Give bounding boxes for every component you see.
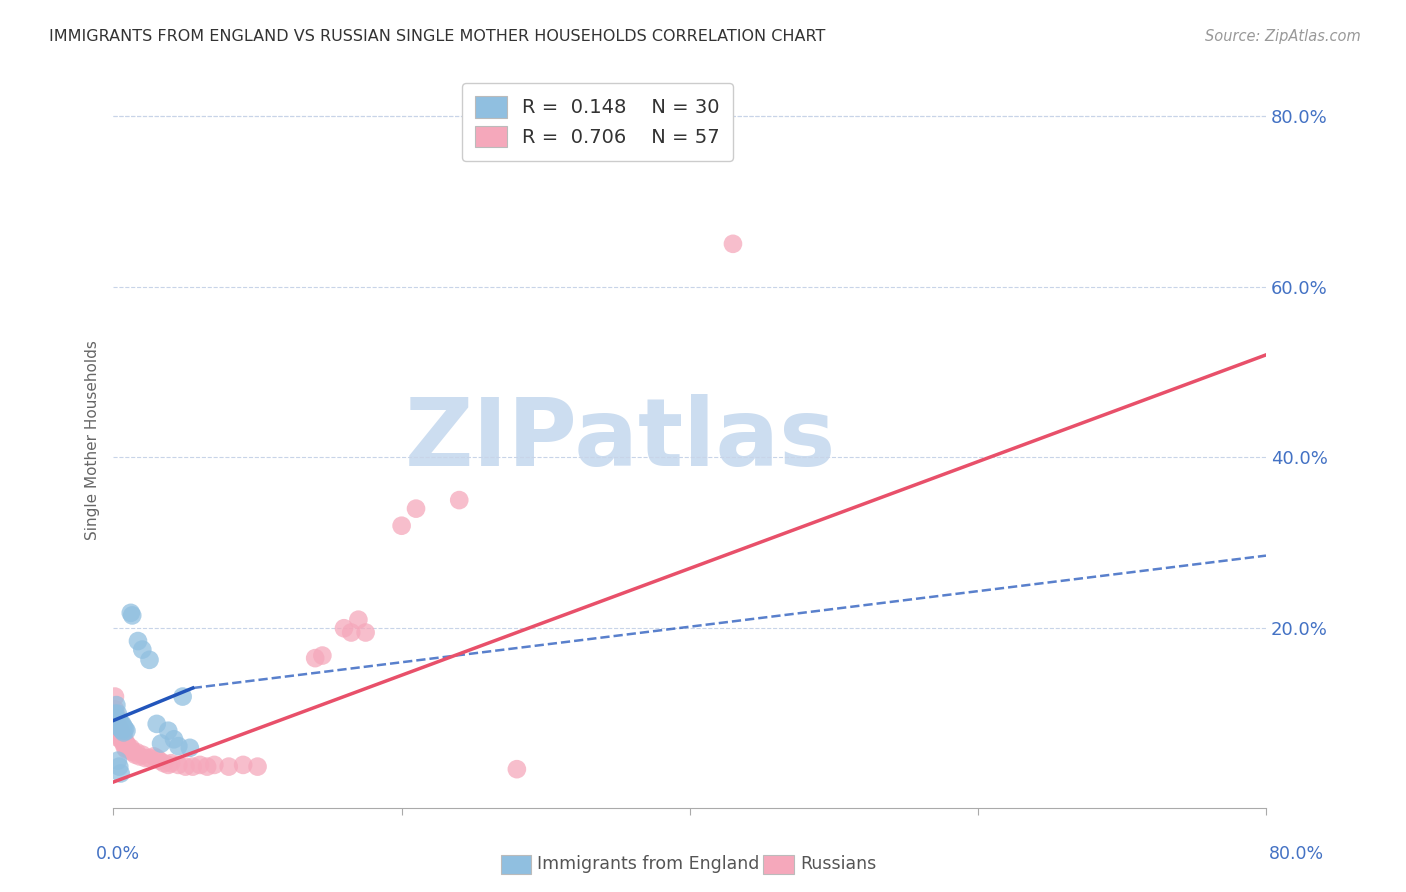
Point <box>115 742 138 756</box>
Point <box>105 711 128 725</box>
Point <box>108 759 131 773</box>
Point <box>120 740 142 755</box>
Point <box>108 714 131 728</box>
Point <box>179 740 201 755</box>
Point <box>163 732 186 747</box>
Point <box>304 651 326 665</box>
Point <box>108 719 131 733</box>
Point <box>145 717 167 731</box>
Point <box>128 749 150 764</box>
Point <box>104 690 127 704</box>
Text: 0.0%: 0.0% <box>96 845 139 863</box>
Point <box>506 762 529 776</box>
Point <box>125 745 148 759</box>
Point <box>108 719 131 733</box>
Point <box>138 751 160 765</box>
Point <box>110 723 132 738</box>
Point <box>149 754 172 768</box>
Point <box>110 731 132 745</box>
Point <box>117 739 139 753</box>
Point <box>157 723 180 738</box>
Y-axis label: Single Mother Households: Single Mother Households <box>86 341 100 541</box>
Point <box>108 725 131 739</box>
Point <box>111 728 134 742</box>
Point <box>111 734 134 748</box>
Point <box>153 756 176 771</box>
Point <box>115 737 138 751</box>
Point <box>105 714 128 728</box>
Point <box>107 731 129 745</box>
Point <box>112 737 135 751</box>
Point <box>111 723 134 738</box>
Point <box>107 725 129 739</box>
Point <box>114 734 136 748</box>
Point <box>121 608 143 623</box>
Point <box>160 756 183 771</box>
Point <box>122 745 145 759</box>
Legend: R =  0.148    N = 30, R =  0.706    N = 57: R = 0.148 N = 30, R = 0.706 N = 57 <box>461 83 734 161</box>
Point <box>134 751 156 765</box>
Point <box>142 749 165 764</box>
Point <box>188 758 211 772</box>
Point <box>107 715 129 730</box>
Point <box>104 702 127 716</box>
Point <box>110 722 132 736</box>
Point <box>354 625 377 640</box>
Point <box>111 717 134 731</box>
Text: 80.0%: 80.0% <box>1270 845 1324 863</box>
Point <box>167 758 190 772</box>
Point <box>114 740 136 755</box>
Point <box>120 606 142 620</box>
Point <box>174 759 197 773</box>
Point <box>112 731 135 745</box>
Point <box>449 493 471 508</box>
Point <box>145 751 167 765</box>
Text: Source: ZipAtlas.com: Source: ZipAtlas.com <box>1205 29 1361 44</box>
Point <box>391 518 413 533</box>
Point <box>721 236 744 251</box>
Text: IMMIGRANTS FROM ENGLAND VS RUSSIAN SINGLE MOTHER HOUSEHOLDS CORRELATION CHART: IMMIGRANTS FROM ENGLAND VS RUSSIAN SINGL… <box>49 29 825 44</box>
Point <box>105 717 128 731</box>
Point <box>347 613 370 627</box>
Point <box>105 698 128 712</box>
Point <box>218 759 240 773</box>
Point <box>110 717 132 731</box>
Point <box>107 754 129 768</box>
Point <box>131 747 153 762</box>
Point <box>138 653 160 667</box>
Point <box>118 742 141 756</box>
Point <box>172 690 194 704</box>
Point <box>232 758 254 772</box>
Point <box>112 725 135 739</box>
Point <box>167 739 190 753</box>
Point <box>110 766 132 780</box>
Point <box>333 621 356 635</box>
Point <box>150 737 173 751</box>
Point <box>127 634 149 648</box>
Text: ZIPatlas: ZIPatlas <box>405 394 837 486</box>
Point <box>405 501 427 516</box>
Point <box>107 706 129 721</box>
Point <box>195 759 218 773</box>
Point <box>124 747 146 762</box>
Point <box>112 719 135 733</box>
Text: Russians: Russians <box>800 855 876 873</box>
Point <box>105 708 128 723</box>
Point <box>181 759 204 773</box>
Point <box>114 722 136 736</box>
Point <box>202 758 225 772</box>
Point <box>115 723 138 738</box>
Point <box>104 706 127 721</box>
Text: Immigrants from England: Immigrants from England <box>537 855 759 873</box>
Point <box>340 625 363 640</box>
Point <box>131 642 153 657</box>
Point <box>121 745 143 759</box>
Point <box>311 648 333 663</box>
Point <box>107 722 129 736</box>
Point <box>246 759 269 773</box>
Point <box>157 758 180 772</box>
